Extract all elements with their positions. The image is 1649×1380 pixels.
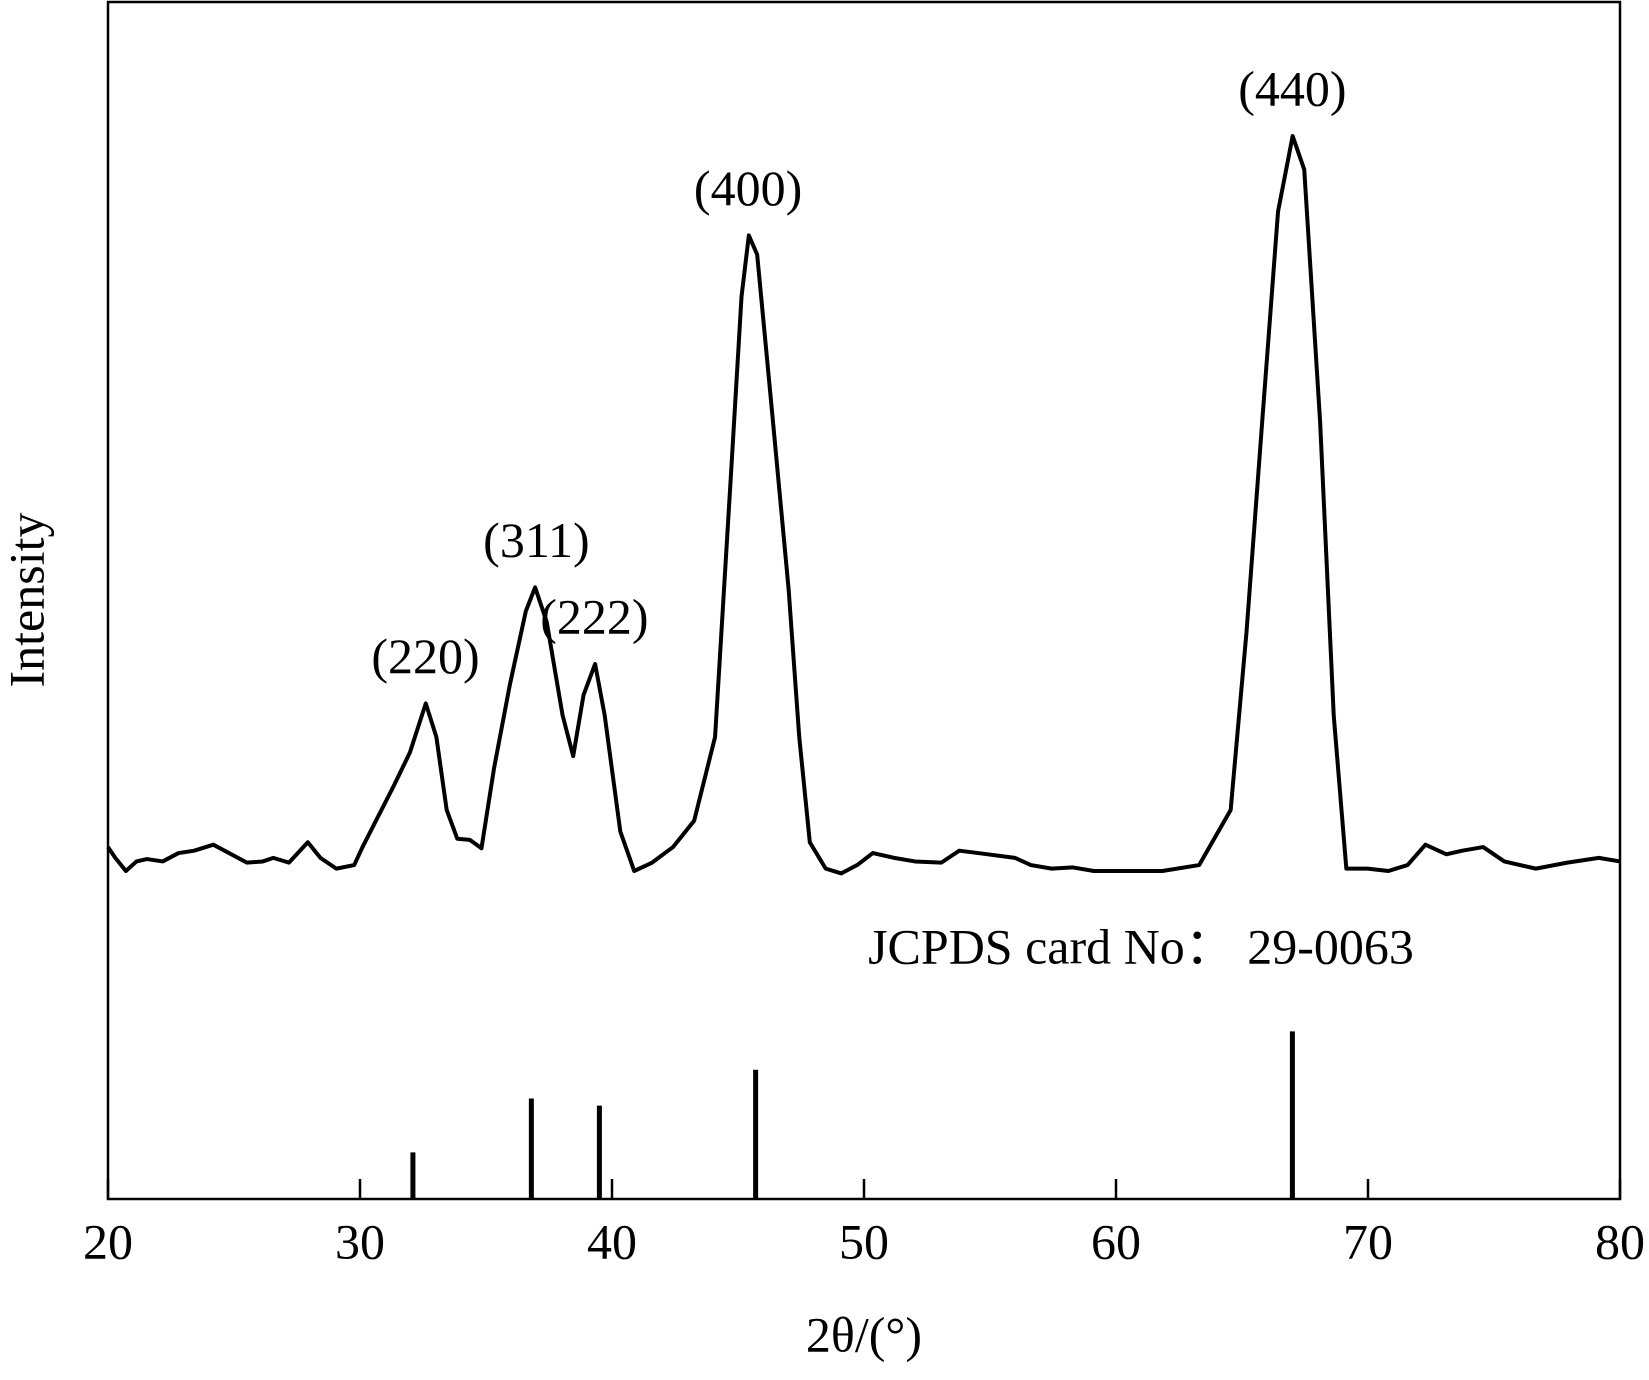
peak-label: (400) [694,160,802,216]
x-tick-label: 60 [1091,1213,1141,1269]
x-tick-label: 70 [1343,1213,1393,1269]
x-tick-label: 30 [335,1213,385,1269]
peak-label: (440) [1238,61,1346,117]
peak-label: (222) [540,588,648,644]
x-axis-label: 2θ/(°) [806,1306,922,1362]
y-axis-label: Intensity [0,513,54,688]
plot-frame [106,0,1622,1201]
peak-label: (220) [371,628,479,684]
x-tick-label: 40 [587,1213,637,1269]
x-tick-label: 20 [83,1213,133,1269]
xrd-curve [106,134,1621,876]
reference-label: JCPDS card No： 29-0063 [868,918,1414,974]
peak-label: (311) [483,512,589,568]
x-tick-label: 80 [1595,1213,1645,1269]
x-tick-label: 50 [839,1213,889,1269]
